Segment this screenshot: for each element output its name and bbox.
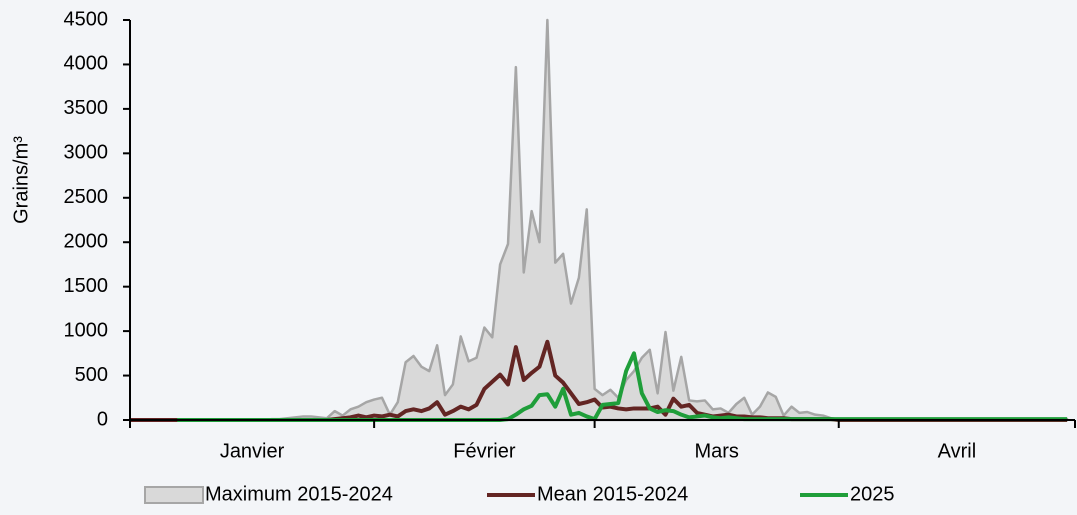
legend-label: Maximum 2015-2024 — [205, 483, 393, 505]
area — [128, 18, 1069, 422]
y-tick-label: 1500 — [64, 275, 109, 297]
y-tick-label: 2500 — [64, 186, 109, 208]
y-axis-label: Grains/m³ — [10, 136, 32, 224]
y-tick-label: 0 — [97, 408, 108, 430]
legend-label: 2025 — [850, 483, 895, 505]
legend-swatch — [144, 486, 204, 504]
x-tick-label: Mars — [694, 440, 738, 462]
y-tick-label: 1000 — [64, 319, 109, 341]
legend-label: Mean 2015-2024 — [537, 483, 688, 505]
y-tick-label: 3500 — [64, 97, 109, 119]
x-tick-label: Janvier — [220, 440, 285, 462]
y-tick-label: 4500 — [64, 8, 109, 30]
y-tick-label: 500 — [75, 364, 108, 386]
x-tick-label: Avril — [938, 440, 977, 462]
y-tick-label: 2000 — [64, 231, 109, 253]
y-tick-label: 3000 — [64, 142, 109, 164]
y-tick-label: 4000 — [64, 53, 109, 75]
x-tick-label: Février — [453, 440, 516, 462]
